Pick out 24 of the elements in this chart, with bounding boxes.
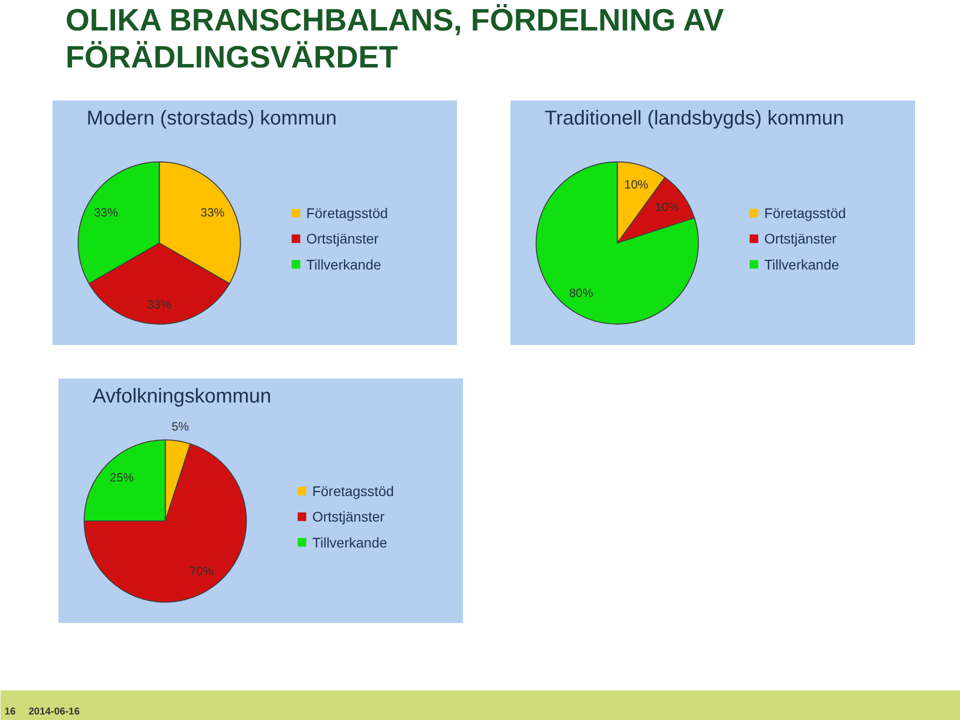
data-label: 70%	[189, 564, 214, 578]
legend-label: Företagsstöd	[764, 205, 846, 222]
text: OLIKA BRANSCHBALANS, FÖRDELNING AV FÖRÄDLINGSVÄRDET	[66, 2, 724, 74]
data-label: 5%	[172, 420, 190, 434]
data-label: 33%	[147, 298, 172, 312]
legend-label: Tillverkande	[764, 256, 840, 272]
data-label: 33%	[94, 205, 118, 220]
data-label: 80%	[569, 286, 594, 300]
legend-label: Ortstjänster	[306, 230, 379, 247]
legend-label: Ortstjänster	[764, 230, 837, 247]
legend-label: Tillverkande	[306, 256, 382, 272]
chart-title: Traditionell (landsbygds) kommun	[544, 107, 844, 130]
chart-title: Avfolkningskommun	[92, 385, 272, 408]
legend-label: Företagsstöd	[306, 205, 388, 222]
text: 16	[4, 706, 16, 718]
chart-title: Modern (storstads) kommun	[86, 107, 337, 130]
legend-label: Tillverkande	[312, 534, 388, 550]
data-label: 33%	[200, 205, 225, 220]
legend-label: Företagsstöd	[312, 483, 394, 500]
text: 2014-06-16	[28, 706, 80, 718]
data-label: 25%	[110, 470, 134, 485]
data-label: 10%	[624, 178, 649, 192]
legend-label: Ortstjänster	[312, 508, 385, 525]
data-label: 10%	[655, 200, 680, 214]
